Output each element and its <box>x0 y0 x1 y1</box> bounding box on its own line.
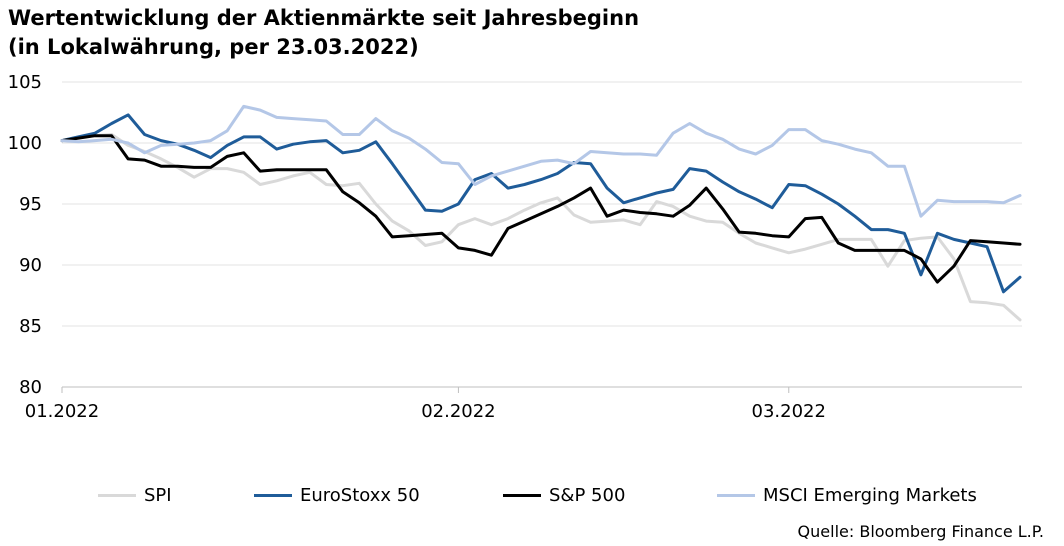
legend-item: SPI <box>98 480 172 510</box>
y-tick-label: 85 <box>19 316 42 337</box>
series-line-eurostoxx-50 <box>60 113 1022 294</box>
chart-title-block: Wertentwicklung der Aktienmärkte seit Ja… <box>8 4 639 62</box>
legend: SPI EuroStoxx 50 S&P 500 MSCI Emerging Mark… <box>0 480 1064 510</box>
series-line-s-p-500 <box>60 134 1022 284</box>
legend-label: MSCI Emerging Markets <box>763 484 977 506</box>
series-line-spi <box>60 133 1022 322</box>
series-line-msci-emerging-markets <box>60 104 1022 218</box>
chart-title: Wertentwicklung der Aktienmärkte seit Ja… <box>8 6 640 30</box>
legend-label: SPI <box>144 484 172 506</box>
x-axis: 01.2022 02.2022 03.2022 <box>25 387 826 422</box>
legend-item: EuroStoxx 50 <box>254 480 420 510</box>
y-axis: 80 85 90 95 100 105 <box>8 72 42 398</box>
y-tick-label: 105 <box>8 72 42 93</box>
legend-swatch <box>254 493 292 497</box>
x-tick-label: 01.2022 <box>25 401 99 422</box>
gridlines <box>62 81 1022 388</box>
legend-swatch <box>503 493 541 497</box>
x-tick-label: 02.2022 <box>421 401 495 422</box>
source-note: Quelle: Bloomberg Finance L.P. <box>797 522 1044 541</box>
y-tick-label: 100 <box>8 133 42 154</box>
legend-label: S&P 500 <box>549 484 626 506</box>
legend-item: MSCI Emerging Markets <box>717 480 977 510</box>
legend-swatch <box>98 493 136 497</box>
y-tick-label: 90 <box>19 255 42 276</box>
x-tick-label: 03.2022 <box>752 401 826 422</box>
y-tick-label: 95 <box>19 194 42 215</box>
y-tick-label: 80 <box>19 377 42 398</box>
legend-swatch <box>717 493 755 497</box>
line-chart: 80 85 90 95 100 105 01.2022 02.2022 03.2022 <box>8 72 1022 422</box>
series-lines <box>60 104 1022 322</box>
legend-item: S&P 500 <box>503 480 625 510</box>
chart-subtitle: (in Lokalwährung, per 23.03.2022) <box>8 35 419 59</box>
legend-label: EuroStoxx 50 <box>300 484 420 506</box>
